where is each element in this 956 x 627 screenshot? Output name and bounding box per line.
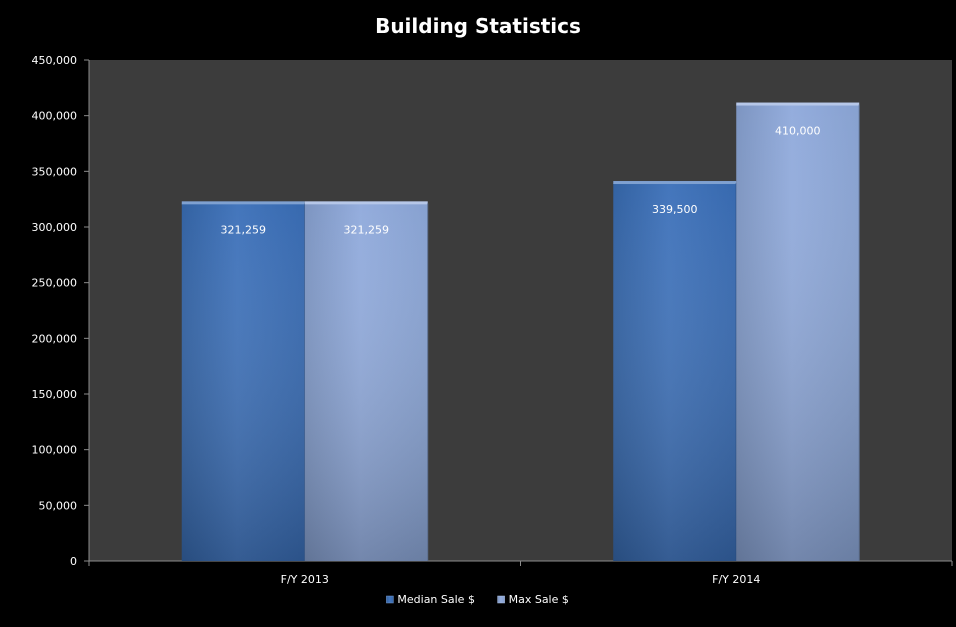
y-tick-label: 250,000 bbox=[32, 277, 78, 290]
y-tick-label: 0 bbox=[70, 555, 77, 568]
y-tick-label: 350,000 bbox=[32, 165, 78, 178]
data-label: 339,500 bbox=[652, 203, 698, 216]
legend-item: Median Sale $ bbox=[386, 593, 475, 606]
bar-shade bbox=[736, 104, 860, 562]
bar-top bbox=[736, 102, 860, 106]
y-tick-label: 100,000 bbox=[32, 444, 78, 457]
data-labels: 321,259 321,259 339,500 410,000 bbox=[221, 125, 821, 237]
y-tick-label: 450,000 bbox=[32, 54, 78, 67]
bar-shade bbox=[613, 183, 737, 562]
x-axis: F/Y 2013 F/Y 2014 bbox=[88, 560, 953, 586]
bar-shade bbox=[304, 203, 428, 561]
bar-top bbox=[304, 201, 428, 205]
bar bbox=[304, 201, 429, 561]
legend-swatch bbox=[386, 595, 394, 604]
legend-label: Median Sale $ bbox=[397, 593, 475, 606]
y-tick-label: 200,000 bbox=[32, 332, 78, 345]
chart-title: Building Statistics bbox=[375, 14, 581, 38]
y-tick-label: 400,000 bbox=[32, 110, 78, 123]
y-tick-label: 50,000 bbox=[39, 499, 78, 512]
data-label: 321,259 bbox=[343, 223, 389, 236]
data-label: 321,259 bbox=[221, 223, 267, 236]
x-tick-label: F/Y 2014 bbox=[712, 573, 760, 586]
legend-label: Max Sale $ bbox=[509, 593, 569, 606]
bar bbox=[181, 201, 306, 561]
bar bbox=[736, 102, 860, 562]
y-axis: 0 50,000 100,000 150,000 200,000 250,000 300,0… bbox=[32, 54, 90, 568]
x-tick-label: F/Y 2013 bbox=[281, 573, 329, 586]
y-tick-label: 150,000 bbox=[32, 388, 78, 401]
legend-item: Max Sale $ bbox=[497, 593, 569, 606]
bars bbox=[181, 102, 860, 562]
legend-swatch bbox=[497, 595, 505, 604]
bar-shade bbox=[181, 203, 305, 561]
data-label: 410,000 bbox=[775, 125, 821, 138]
bar-top bbox=[181, 201, 305, 205]
y-tick-label: 300,000 bbox=[32, 221, 78, 234]
legend: Median Sale $ Max Sale $ bbox=[386, 593, 569, 606]
bar bbox=[613, 181, 737, 562]
bar-top bbox=[613, 181, 737, 185]
